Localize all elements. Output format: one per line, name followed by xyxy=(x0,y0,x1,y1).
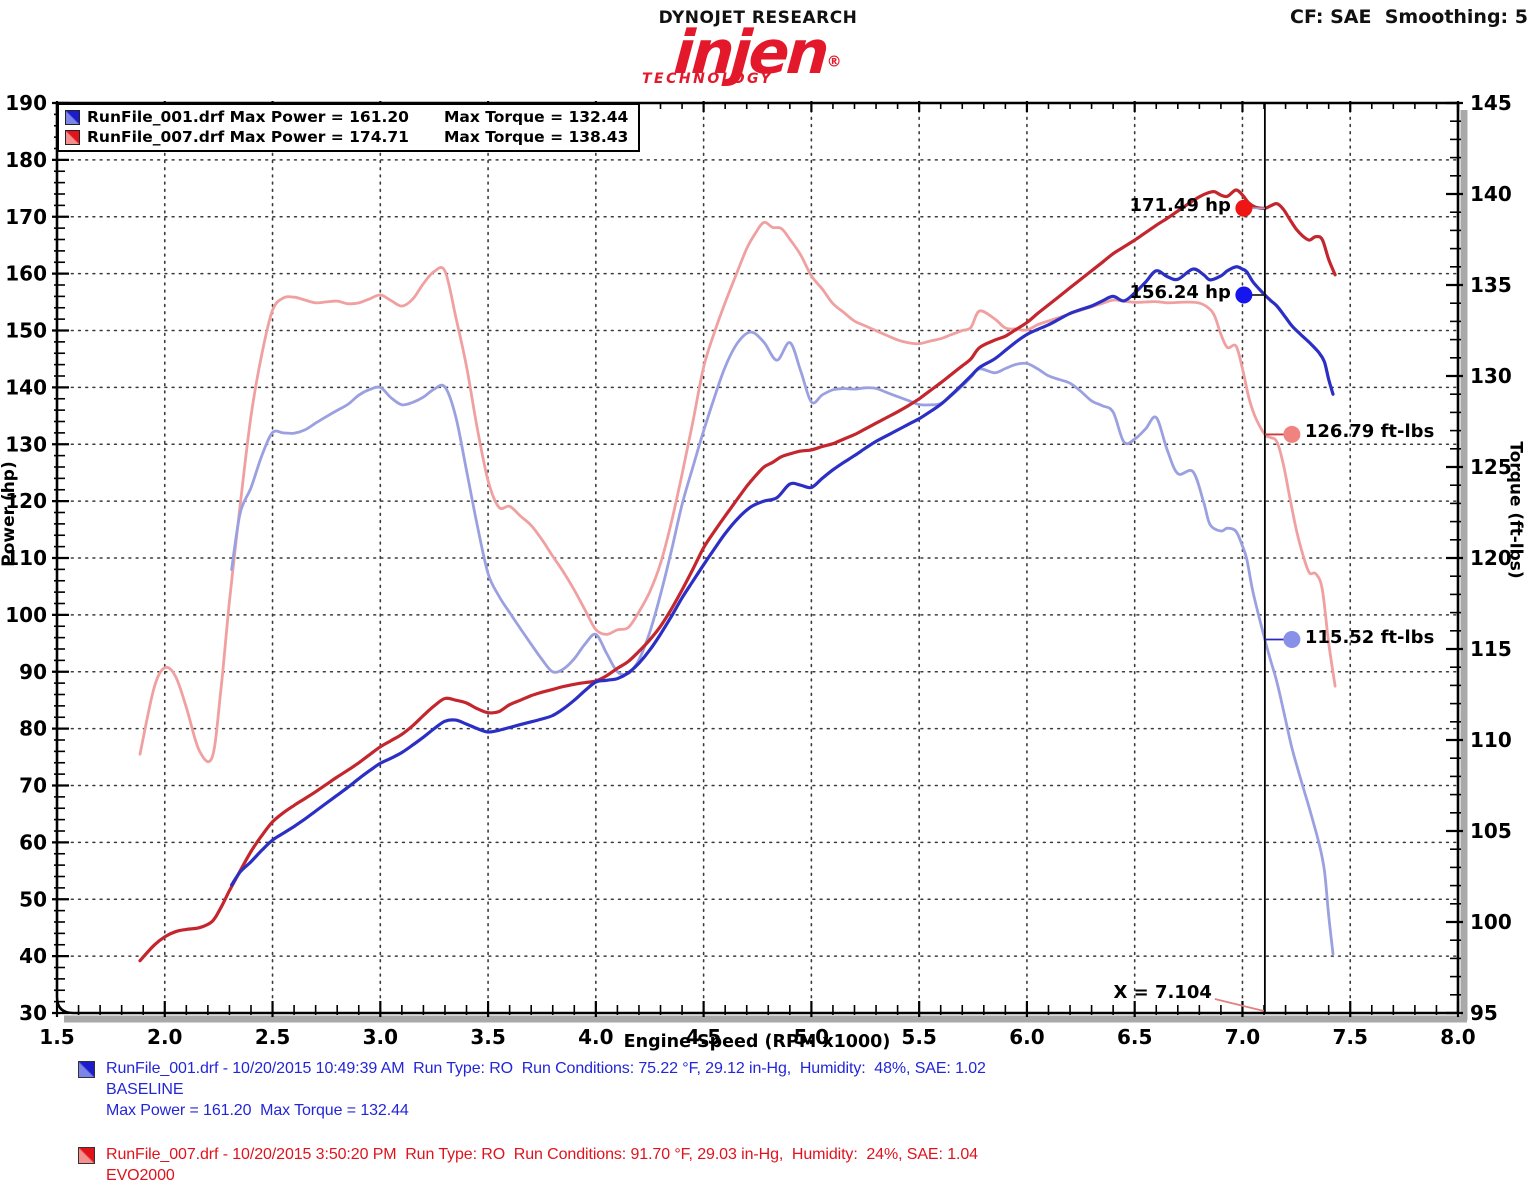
axis-shadow-bottom xyxy=(64,1015,1467,1023)
y-left-tick-label: 120 xyxy=(5,489,47,513)
callout-baseline-torque: 115.52 ft-lbs xyxy=(1304,626,1435,648)
power-axis-title: Power (hp) xyxy=(0,461,19,567)
y-right-tick-label: 125 xyxy=(1470,455,1512,479)
y-left-tick-label: 190 xyxy=(5,91,47,115)
x-tick-label: 3.0 xyxy=(363,1025,398,1049)
legend-row-evo2000: RunFile_007.drf Max Power = 174.71 Max T… xyxy=(65,128,628,146)
y-right-tick-label: 145 xyxy=(1470,91,1512,115)
y-left-tick-label: 100 xyxy=(5,603,47,627)
x-tick-label: 4.0 xyxy=(578,1025,613,1049)
x-tick-label: 2.0 xyxy=(147,1025,182,1049)
callout-dot xyxy=(1235,199,1253,217)
y-left-tick-label: 80 xyxy=(19,717,47,741)
evo2000-name-line: EVO2000 xyxy=(106,1167,175,1181)
injen-logo-subtext: TECHNOLOGY xyxy=(642,71,774,87)
run-details-legend: RunFile_001.drf - 10/20/2015 10:49:39 AM… xyxy=(78,1058,986,1181)
y-right-tick-label: 110 xyxy=(1470,728,1512,752)
y-left-tick-label: 160 xyxy=(5,262,47,286)
baseline-run-swatch-icon xyxy=(78,1061,95,1078)
callout-dot xyxy=(1283,425,1301,443)
y-right-tick-label: 115 xyxy=(1470,637,1512,661)
dynojet-brand-text: DYNOJET RESEARCH xyxy=(658,8,858,28)
y-right-tick-label: 130 xyxy=(1470,364,1512,388)
x-tick-label: 6.0 xyxy=(1009,1025,1044,1049)
baseline-stats-line: Max Power = 161.20 Max Torque = 132.44 xyxy=(106,1102,409,1119)
legend-baseline-torque: Max Torque = 132.44 xyxy=(443,108,629,126)
x-tick-label: 5.5 xyxy=(901,1025,936,1049)
evo2000-file-line: RunFile_007.drf - 10/20/2015 3:50:20 PM … xyxy=(106,1146,978,1163)
x-tick-label: 5.0 xyxy=(794,1025,829,1049)
y-left-tick-label: 180 xyxy=(5,148,47,172)
x-tick-label: 2.5 xyxy=(255,1025,290,1049)
plot-frame xyxy=(55,101,1460,1015)
baseline-run-text: RunFile_001.drf - 10/20/2015 10:49:39 AM… xyxy=(106,1058,986,1121)
curve-evo2000-torque xyxy=(138,220,1337,764)
cursor-leader xyxy=(1214,998,1265,1012)
legend-row-baseline: RunFile_001.drf Max Power = 161.20 Max T… xyxy=(65,108,628,126)
y-right-tick-label: 135 xyxy=(1470,273,1512,297)
evo2000-run-text: RunFile_007.drf - 10/20/2015 3:50:20 PM … xyxy=(106,1144,978,1181)
y-left-tick-label: 170 xyxy=(5,205,47,229)
y-left-tick-label: 70 xyxy=(19,774,47,798)
curve-baseline-torque xyxy=(230,330,1335,956)
x-tick-label: 7.0 xyxy=(1225,1025,1260,1049)
rpm-axis-title: Engine Speed (RPM x1000) xyxy=(623,1032,891,1052)
y-left-tick-label: 150 xyxy=(5,319,47,343)
x-tick-label: 3.5 xyxy=(470,1025,505,1049)
y-right-tick-label: 120 xyxy=(1470,546,1512,570)
y-left-tick-label: 30 xyxy=(19,1001,47,1025)
y-right-tick-label: 100 xyxy=(1470,910,1512,934)
y-left-tick-label: 130 xyxy=(5,432,47,456)
x-tick-label: 4.5 xyxy=(686,1025,721,1049)
cursor-position-label: X = 7.104 xyxy=(1113,982,1212,1003)
x-tick-label: 1.5 xyxy=(39,1025,74,1049)
y-left-tick-label: 90 xyxy=(19,660,47,684)
y-right-tick-label: 105 xyxy=(1470,819,1512,843)
x-tick-label: 6.5 xyxy=(1117,1025,1152,1049)
run-entry-evo2000: RunFile_007.drf - 10/20/2015 3:50:20 PM … xyxy=(78,1144,986,1181)
legend-evo2000-label: RunFile_007.drf Max Power = 174.71 xyxy=(87,128,409,146)
x-tick-label: 7.5 xyxy=(1333,1025,1368,1049)
callout-baseline-power: 156.24 hp xyxy=(1129,282,1231,303)
correction-smoothing-label: CF: SAE Smoothing: 5 xyxy=(1290,6,1528,28)
curve-evo2000-power xyxy=(138,188,1337,963)
curve-baseline-power xyxy=(230,265,1335,887)
baseline-file-line: RunFile_001.drf - 10/20/2015 10:49:39 AM… xyxy=(106,1060,986,1077)
x-tick-label: 8.0 xyxy=(1440,1025,1475,1049)
baseline-name-line: BASELINE xyxy=(106,1081,184,1098)
callout-dot xyxy=(1283,631,1301,649)
torque-axis-title: Torque (ft-lbs) xyxy=(1505,441,1526,579)
y-left-tick-label: 140 xyxy=(5,375,47,399)
registered-mark: ® xyxy=(826,52,842,71)
injen-logo: injen® TECHNOLOGY xyxy=(558,18,958,88)
baseline-swatch-icon xyxy=(65,109,80,125)
callout-evo-torque: 126.79 ft-lbs xyxy=(1304,421,1435,443)
evo2000-run-swatch-icon xyxy=(78,1147,95,1164)
axis-shadow-right xyxy=(1460,110,1468,1020)
legend-box: RunFile_001.drf Max Power = 161.20 Max T… xyxy=(57,103,641,152)
y-right-tick-label: 140 xyxy=(1470,182,1512,206)
legend-baseline-label: RunFile_001.drf Max Power = 161.20 xyxy=(87,108,409,126)
y-right-tick-label: 95 xyxy=(1470,1001,1498,1025)
header: DYNOJET RESEARCH injen® TECHNOLOGY xyxy=(558,8,958,88)
legend-evo2000-torque: Max Torque = 138.43 xyxy=(443,128,629,146)
y-left-tick-label: 50 xyxy=(19,887,47,911)
callout-evo-power: 171.49 hp xyxy=(1129,195,1231,217)
run-entry-baseline: RunFile_001.drf - 10/20/2015 10:49:39 AM… xyxy=(78,1058,986,1121)
y-left-tick-label: 60 xyxy=(19,830,47,854)
callout-dot xyxy=(1235,286,1253,304)
evo2000-swatch-icon xyxy=(65,129,80,145)
y-left-tick-label: 110 xyxy=(5,546,47,570)
y-left-tick-label: 40 xyxy=(19,944,47,968)
